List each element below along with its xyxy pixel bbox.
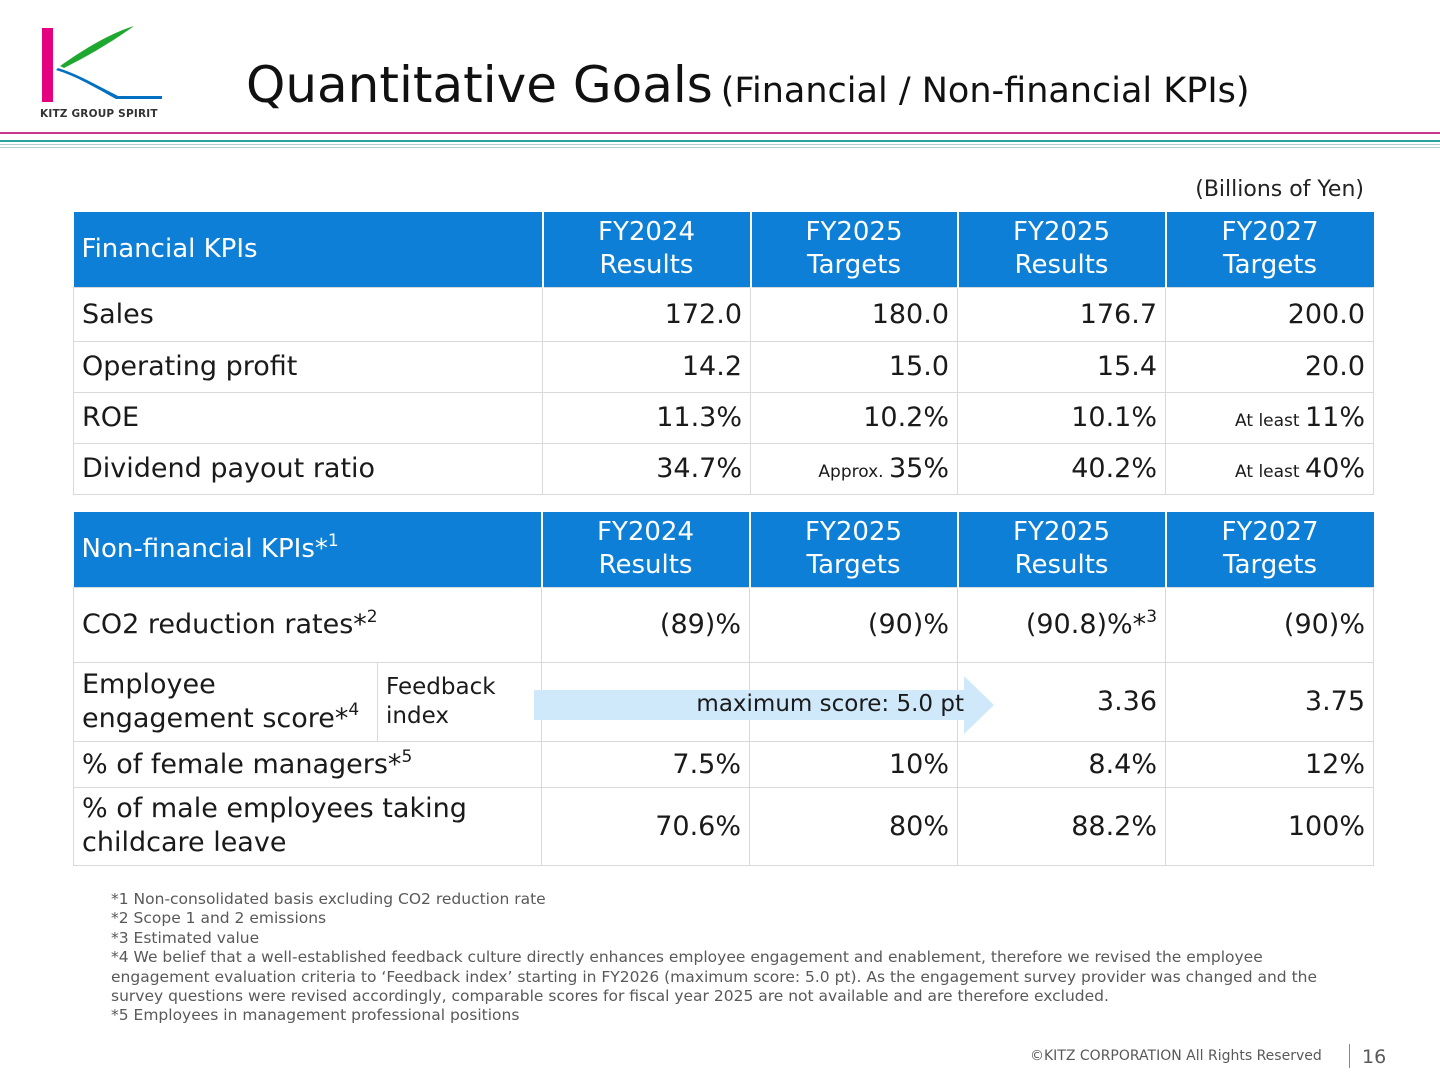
value-cell: 10.1% [957, 391, 1166, 444]
value-cell: 180.0 [750, 286, 958, 342]
value-cell: Approx. 35% [750, 442, 958, 495]
footer-divider [1349, 1044, 1350, 1068]
row-label: % of male employees taking childcare leav… [72, 786, 543, 866]
value-cell: 34.7% [542, 442, 751, 495]
table-row: % of female managers*5 7.5% 10% 8.4% 12% [72, 740, 1375, 788]
column-header: FY2024 Results [541, 512, 751, 587]
table-row: % of male employees taking childcare leav… [72, 786, 1375, 866]
table-row: Dividend payout ratio 34.7% Approx. 35% … [73, 442, 1374, 495]
row-label: Dividend payout ratio [73, 442, 543, 495]
value-cell: 40.2% [957, 442, 1166, 495]
max-score-arrow: maximum score: 5.0 pt [534, 676, 994, 734]
table-row: ROE 11.3% 10.2% 10.1% At least 11% [73, 391, 1374, 444]
column-header: FY2027 Targets [1165, 512, 1374, 587]
copyright: ©KITZ CORPORATION All Rights Reserved [1030, 1048, 1322, 1064]
right-arrow-icon [534, 676, 994, 734]
column-header: FY2025 Results [957, 212, 1167, 287]
kitz-logo: KITZ GROUP SPIRIT [34, 22, 164, 122]
value-cell: At least 40% [1165, 442, 1374, 495]
value-cell: 172.0 [542, 286, 751, 342]
value-cell: At least 11% [1165, 391, 1374, 444]
footnote: *1 Non-consolidated basis excluding CO2 … [111, 890, 546, 908]
kitz-k-mark-icon [42, 26, 162, 102]
value-cell: (90)% [1165, 586, 1375, 663]
value-cell: (89)% [541, 586, 751, 663]
header-rule-pink [0, 132, 1440, 134]
value-cell: 15.0 [750, 340, 958, 393]
column-header: FY2025 Targets [749, 512, 959, 587]
value-cell: 20.0 [1165, 340, 1374, 393]
header-rule-teal [0, 140, 1440, 142]
footnote: *2 Scope 1 and 2 emissions [111, 909, 327, 928]
value-cell: 88.2% [957, 786, 1167, 866]
header-rule-gray [0, 147, 1440, 148]
column-header: FY2024 Results [542, 212, 752, 287]
value-cell: 10% [749, 740, 959, 788]
table-header-row: Non-financial KPIs*1 FY2024 Results FY202… [73, 512, 1374, 587]
value-cell: 70.6% [541, 786, 751, 866]
page-number: 16 [1362, 1046, 1387, 1068]
value-cell: 14.2 [542, 340, 751, 393]
table-row: CO2 reduction rates*2 (89)% (90)% (90.8)… [72, 586, 1375, 663]
row-label: ROE [73, 391, 543, 444]
financial-kpi-header: Financial KPIs [73, 212, 544, 287]
row-label: CO2 reduction rates*2 [72, 586, 543, 663]
footnote: *3 Estimated value [111, 928, 260, 947]
nonfinancial-kpi-header: Non-financial KPIs*1 [73, 512, 543, 587]
value-cell: (90.8)%*3 [957, 586, 1167, 663]
value-cell: 100% [1165, 786, 1375, 866]
value-cell: (90)% [749, 586, 959, 663]
footnotes: *1 Non-consolidated basis excluding CO2 … [111, 890, 1351, 1026]
value-cell: 176.7 [957, 286, 1166, 342]
column-header: FY2025 Targets [750, 212, 959, 287]
financial-kpi-table: Financial KPIs FY2024 Results FY2025 Targe… [73, 212, 1374, 495]
row-label: % of female managers*5 [72, 740, 543, 788]
column-header: FY2027 Targets [1165, 212, 1374, 287]
value-cell: 15.4 [957, 340, 1166, 393]
page-title: Quantitative Goals (Financial / Non-finan… [246, 56, 1250, 114]
footnote: *4 We belief that a well-established fee… [111, 948, 1318, 1006]
table-row: Operating profit 14.2 15.0 15.4 20.0 [73, 340, 1374, 393]
value-cell: 200.0 [1165, 286, 1374, 342]
page-title-main: Quantitative Goals [246, 56, 713, 114]
value-cell: 80% [749, 786, 959, 866]
value-cell: 8.4% [957, 740, 1167, 788]
unit-note: (Billions of Yen) [1195, 177, 1364, 202]
row-sub-label: Feedback index [376, 661, 543, 742]
column-header: FY2025 Results [957, 512, 1167, 587]
value-cell: 10.2% [750, 391, 958, 444]
footnote: *5 Employees in management professional … [111, 1006, 520, 1025]
value-cell: 7.5% [541, 740, 751, 788]
row-label: Sales [73, 286, 543, 342]
page-title-sub: (Financial / Non-financial KPIs) [720, 71, 1250, 111]
value-cell: 11.3% [542, 391, 751, 444]
max-score-label: maximum score: 5.0 pt [696, 691, 964, 717]
row-label: Operating profit [73, 340, 543, 393]
table-row: Sales 172.0 180.0 176.7 200.0 [73, 286, 1374, 342]
header-rule-gray [0, 144, 1440, 145]
logo-text: KITZ GROUP SPIRIT [40, 108, 158, 120]
nonfinancial-kpi-table: Non-financial KPIs*1 FY2024 Results FY202… [72, 512, 1375, 866]
value-cell: 12% [1165, 740, 1375, 788]
table-header-row: Financial KPIs FY2024 Results FY2025 Targe… [73, 212, 1374, 287]
value-cell: 3.75 [1165, 661, 1375, 742]
row-label: Employee engagement score*4 [73, 661, 378, 742]
